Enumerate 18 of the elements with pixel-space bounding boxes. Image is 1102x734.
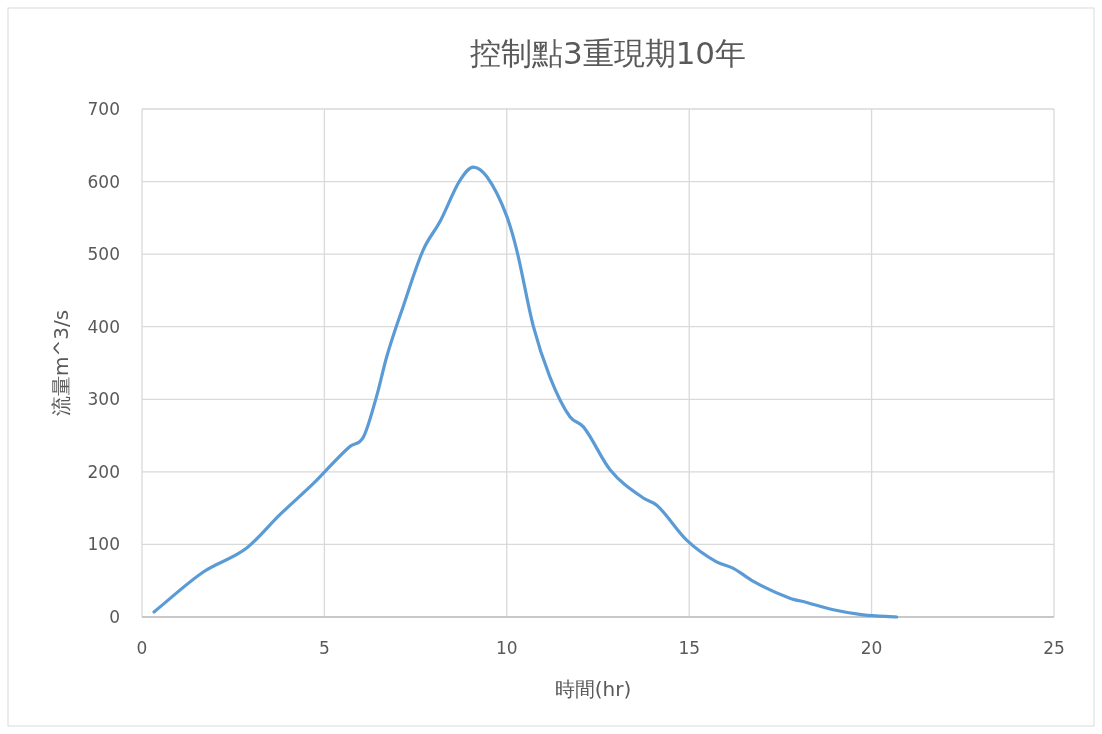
y-tick-label: 300 [87, 389, 120, 410]
x-tick-label: 10 [495, 638, 518, 658]
chart-title: 控制點3重現期10年 [469, 35, 747, 71]
x-tick-label: 20 [860, 638, 883, 658]
y-tick-label: 0 [109, 607, 120, 627]
x-tick-label: 5 [318, 638, 330, 658]
y-tick-label: 500 [87, 244, 120, 265]
y-axis-title: 流量m^3/s [49, 309, 73, 417]
x-tick-label: 25 [1043, 638, 1065, 658]
y-tick-label: 400 [87, 316, 120, 337]
line-series [152, 165, 899, 619]
x-tick-label: 15 [678, 638, 701, 658]
y-tick-label: 700 [87, 99, 120, 119]
y-tick-label: 100 [87, 534, 120, 555]
x-tick-label: 0 [136, 638, 148, 658]
x-axis-title: 時間(hr) [554, 677, 632, 701]
y-tick-label: 600 [87, 171, 120, 192]
y-tick-label: 200 [87, 461, 120, 482]
